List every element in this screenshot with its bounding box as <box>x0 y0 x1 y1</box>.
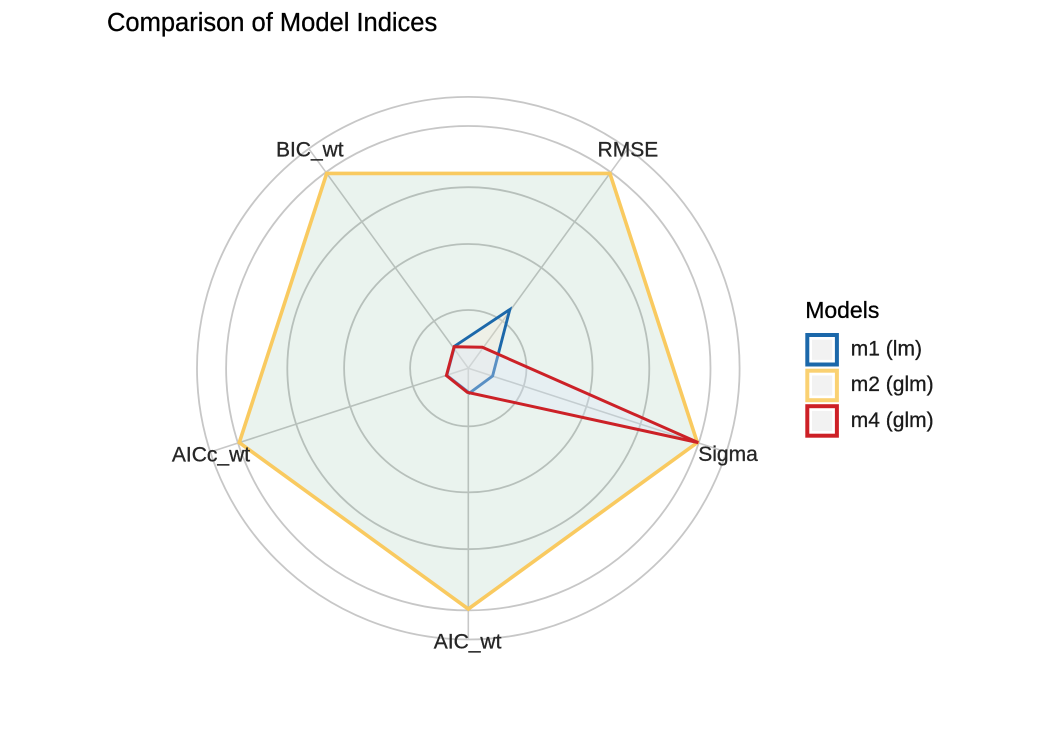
svg-text:AICc_wt: AICc_wt <box>172 443 250 466</box>
svg-text:Sigma: Sigma <box>698 443 758 466</box>
svg-text:BIC_wt: BIC_wt <box>276 139 344 162</box>
svg-text:Comparison of Model Indices: Comparison of Model Indices <box>107 9 437 37</box>
svg-text:m4 (glm): m4 (glm) <box>851 409 934 432</box>
svg-text:m2 (glm): m2 (glm) <box>851 373 934 396</box>
svg-text:RMSE: RMSE <box>598 139 659 162</box>
svg-text:Models: Models <box>805 297 879 323</box>
svg-text:m1 (lm): m1 (lm) <box>851 338 922 361</box>
svg-text:AIC_wt: AIC_wt <box>434 631 502 654</box>
